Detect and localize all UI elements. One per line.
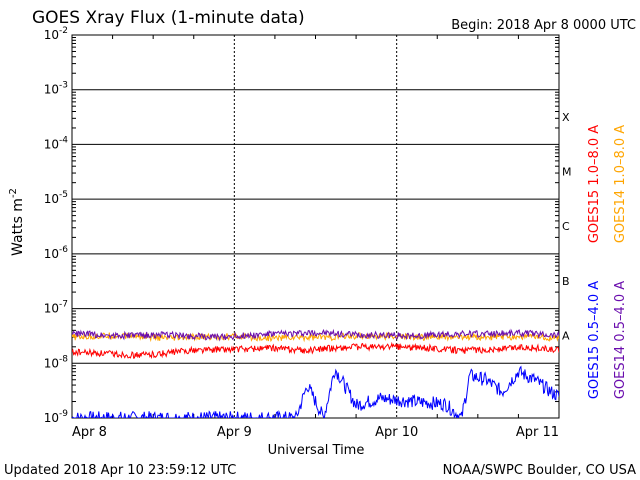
chart-title: GOES Xray Flux (1-minute data)	[32, 8, 305, 28]
flare-class-label: X	[562, 111, 570, 124]
y-tick-labels: 10-2 10-3 10-4 10-5 10-6 10-7 10-8 10-9	[44, 26, 69, 425]
series-line-goes15_short	[72, 365, 559, 418]
updated-label: Updated 2018 Apr 10 23:59:12 UTC	[4, 463, 236, 478]
x-axis-label: Universal Time	[268, 443, 365, 458]
gridlines	[72, 35, 559, 418]
legend-label: GOES15 1.0–8.0 A	[587, 125, 602, 243]
legend-item: GOES14 0.5–4.0 A	[613, 281, 628, 399]
y-tick-label: 10-2	[44, 26, 68, 42]
y-tick-label: 10-7	[44, 300, 68, 316]
y-tick-label: 10-3	[44, 81, 68, 97]
x-tick-labels: Apr 8 Apr 9 Apr 10 Apr 11	[72, 425, 559, 440]
legend-item: GOES15 1.0–8.0 A	[587, 125, 602, 243]
y-tick-label: 10-4	[44, 135, 69, 151]
credit-label: NOAA/SWPC Boulder, CO USA	[443, 463, 636, 478]
legend-item: GOES14 1.0–8.0 A	[613, 125, 628, 243]
svg-text:Watts m-2: Watts m-2	[8, 188, 26, 256]
x-tick-label: Apr 11	[516, 425, 559, 440]
flare-class-labels: X M C B A	[562, 111, 572, 343]
legend-item: GOES15 0.5–4.0 A	[587, 281, 602, 399]
series-line-goes15_long	[72, 341, 559, 360]
series-layer	[72, 328, 559, 418]
plot-area-frame	[71, 34, 560, 419]
flare-class-label: C	[562, 220, 570, 233]
y-tick-label: 10-8	[44, 354, 69, 370]
flare-class-label: A	[562, 330, 570, 343]
x-tick-label: Apr 10	[375, 425, 418, 440]
x-tick-label: Apr 9	[217, 425, 252, 440]
flare-class-label: B	[562, 275, 570, 288]
y-axis-label: Watts m-2	[8, 188, 26, 256]
y-tick-label: 10-9	[44, 409, 69, 425]
x-tick-label: Apr 8	[72, 425, 107, 440]
y-axis-label-superscript: -2	[8, 188, 19, 198]
legend-right: GOES15 1.0–8.0 A GOES14 1.0–8.0 A GOES15 0…	[587, 125, 628, 399]
begin-label: Begin: 2018 Apr 8 0000 UTC	[451, 18, 636, 33]
legend-label: GOES14 0.5–4.0 A	[613, 281, 628, 399]
series-line-goes14_short	[72, 328, 559, 342]
y-tick-label: 10-6	[44, 245, 69, 261]
flare-class-label: M	[562, 166, 572, 179]
legend-label: GOES14 1.0–8.0 A	[613, 125, 628, 243]
legend-label: GOES15 0.5–4.0 A	[587, 281, 602, 399]
y-axis-label-text: Watts m	[10, 198, 26, 256]
y-tick-label: 10-5	[44, 190, 68, 206]
